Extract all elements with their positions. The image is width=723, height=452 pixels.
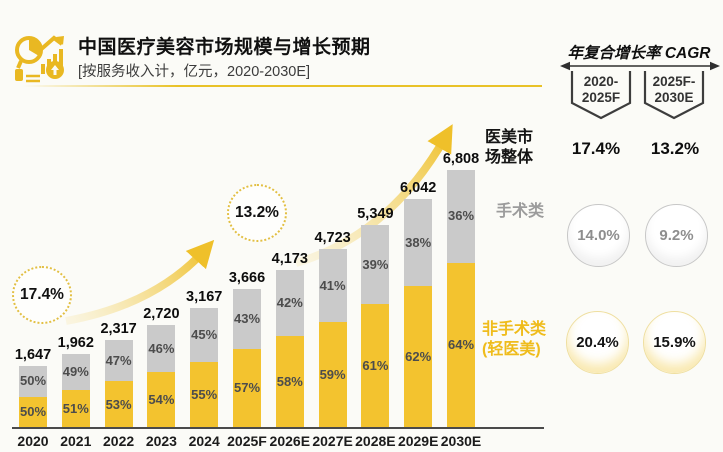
cagr-period-box-2025f-2030e: 2025F- 2030E [643, 71, 705, 121]
x-axis-line [12, 427, 544, 429]
legend-nonsurgical-label: 非手术类 (轻医美) [482, 321, 547, 358]
x-axis-label: 2029E [397, 433, 439, 449]
page-title: 中国医疗美容市场规模与增长预期 [78, 37, 371, 58]
bar-total-label: 3,167 [186, 288, 223, 305]
bar-total-label: 1,962 [57, 334, 94, 351]
legend-surgical-label: 手术类 [496, 203, 545, 220]
bar-total-label: 4,173 [271, 250, 308, 267]
cagr-bubble-2020-2025f: 17.4% [12, 266, 72, 324]
x-axis-label: 2021 [60, 433, 92, 449]
surgical-cagr-circle-1: 14.0% [567, 204, 630, 267]
nonsurgical-cagr-circle-2: 15.9% [643, 311, 706, 374]
x-axis-label: 2028E [355, 433, 396, 449]
bar-surgical-segment [275, 269, 304, 337]
bar-surgical-segment [147, 324, 176, 373]
page-subtitle: [按服务收入计，亿元，2020-2030E] [78, 64, 311, 80]
bar-total-label: 6,042 [400, 180, 437, 197]
bar-total-label: 3,666 [228, 270, 266, 287]
bar-surgical-pct-label: 43% [233, 310, 261, 326]
nonsurgical-cagr-value: 20.4% [576, 334, 619, 351]
bar-surgical-segment [19, 365, 47, 397]
bar-nonsurgical-pct-label: 58% [276, 374, 303, 390]
x-axis-label: 2026E [269, 433, 311, 449]
bar-nonsurgical-segment [447, 262, 475, 428]
bar-total-label: 2,720 [143, 305, 180, 322]
bar-nonsurgical-segment [61, 390, 90, 428]
bar-surgical-segment [233, 289, 261, 349]
cagr-period-label: 2025F- 2030E [652, 74, 696, 105]
bar-nonsurgical-pct-label: 51% [62, 401, 89, 417]
x-axis-label: 2027E [312, 433, 353, 449]
bar-surgical-pct-label: 39% [362, 256, 389, 272]
bar-surgical-segment [104, 340, 133, 382]
x-axis-label: 2025F [227, 433, 267, 449]
overall-cagr-value-1: 17.4% [571, 139, 621, 158]
bar-surgical-pct-label: 42% [276, 295, 303, 311]
double-arrow-icon [560, 61, 720, 71]
bar-surgical-pct-label: 38% [405, 234, 432, 250]
bar-nonsurgical-segment [361, 304, 390, 428]
surgical-cagr-value: 9.2% [659, 227, 694, 244]
bar-surgical-segment [447, 170, 475, 263]
bar-surgical-pct-label: 46% [148, 340, 175, 356]
bar-nonsurgical-pct-label: 53% [105, 396, 132, 412]
bar-nonsurgical-pct-label: 50% [19, 404, 47, 420]
banner-shape [643, 71, 705, 120]
bar-nonsurgical-segment [19, 396, 47, 428]
stacked-bar-chart: 1,647 50% 50% 2020 1,962 49% 51% 2021 2,317 47% 53… [14, 151, 482, 449]
bar-total-label: 6,808 [442, 151, 480, 167]
nonsurgical-cagr-circle-1: 20.4% [566, 311, 629, 374]
bar-nonsurgical-segment [404, 286, 433, 428]
bar-surgical-pct-label: 45% [191, 326, 218, 342]
bar-nonsurgical-segment [233, 348, 261, 428]
bar-total-label: 5,349 [357, 206, 394, 223]
legend-overall-label: 医美市 场整体 [485, 129, 534, 166]
analytics-chart-icon [15, 35, 64, 83]
bar-surgical-pct-label: 41% [319, 277, 346, 293]
bar-nonsurgical-segment [190, 361, 219, 428]
x-axis-label: 2024 [188, 433, 220, 449]
bar-nonsurgical-pct-label: 59% [319, 367, 346, 383]
bar-surgical-pct-label: 50% [19, 373, 47, 389]
bar-nonsurgical-pct-label: 61% [362, 358, 389, 374]
title-divider-line [22, 85, 542, 88]
x-axis-label: 2023 [145, 433, 177, 449]
bar-nonsurgical-pct-label: 64% [447, 337, 475, 353]
cagr-bubble-value: 13.2% [235, 204, 279, 221]
bar-nonsurgical-pct-label: 57% [233, 380, 261, 396]
surgical-cagr-circle-2: 9.2% [645, 204, 708, 267]
bar-nonsurgical-pct-label: 62% [405, 349, 432, 365]
bar-surgical-segment [61, 353, 90, 391]
bar-surgical-pct-label: 47% [105, 352, 132, 368]
bar-nonsurgical-segment [275, 336, 304, 428]
bar-surgical-pct-label: 49% [62, 363, 89, 379]
x-axis-label: 2030E [440, 433, 482, 449]
x-axis-label: 2020 [17, 433, 49, 449]
surgical-cagr-value: 14.0% [577, 227, 620, 244]
bar-nonsurgical-segment [318, 322, 347, 428]
bar-nonsurgical-segment [104, 381, 133, 428]
banner-shape [570, 71, 632, 120]
bar-surgical-pct-label: 36% [447, 208, 475, 224]
bar-nonsurgical-pct-label: 54% [148, 392, 175, 408]
bar-surgical-segment [318, 249, 347, 323]
bar-total-label: 1,647 [14, 346, 52, 363]
bar-total-label: 2,317 [100, 321, 137, 338]
bar-nonsurgical-pct-label: 55% [191, 386, 218, 402]
bar-nonsurgical-segment [147, 372, 176, 428]
bar-surgical-segment [404, 199, 433, 287]
cagr-panel-title: 年复合增长率 CAGR [567, 45, 711, 62]
bar-surgical-segment [361, 225, 390, 305]
x-axis-label: 2022 [103, 433, 135, 449]
nonsurgical-cagr-value: 15.9% [653, 334, 696, 351]
cagr-bubble-value: 17.4% [20, 286, 64, 303]
cagr-period-box-2020-2025f: 2020- 2025F [570, 71, 632, 121]
overall-cagr-value-2: 13.2% [650, 139, 700, 158]
bar-total-label: 4,723 [314, 230, 351, 246]
cagr-period-label: 2020- 2025F [581, 74, 621, 105]
cagr-bubble-2025f-2030e: 13.2% [227, 184, 287, 242]
bar-surgical-segment [190, 307, 219, 362]
